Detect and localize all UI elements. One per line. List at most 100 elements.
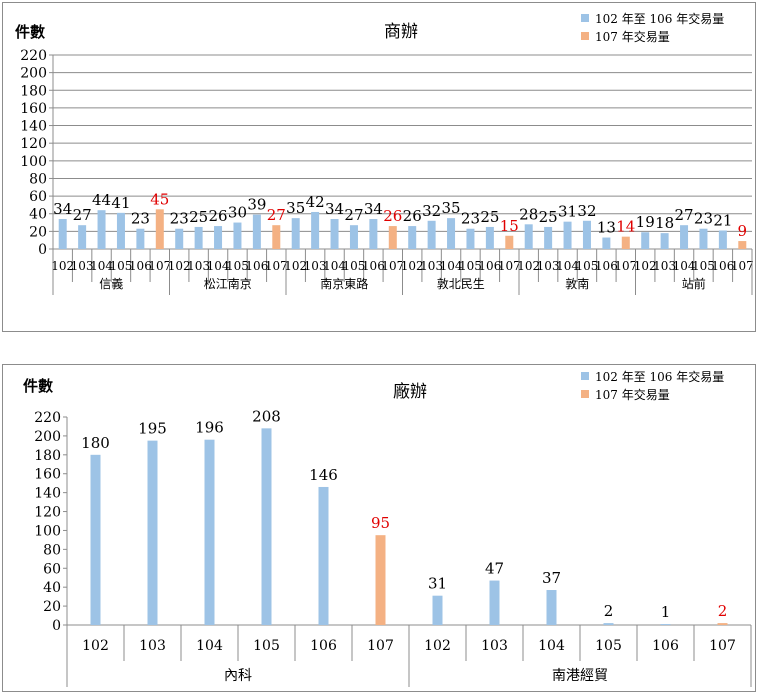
- x-tick-label: 102: [51, 259, 74, 273]
- data-label: 35: [441, 199, 460, 217]
- x-tick-label: 102: [168, 259, 191, 273]
- data-label: 195: [138, 420, 167, 438]
- legend-swatch: [581, 14, 589, 22]
- bar-敦北民生-107: [505, 235, 514, 249]
- x-tick-label: 104: [207, 259, 230, 273]
- bar-松江南京-104: [214, 226, 223, 249]
- y-tick-label: 140: [20, 119, 47, 135]
- legend-entry: 102 年至 106 年交易量: [595, 369, 724, 384]
- group-label: 南京東路: [320, 276, 368, 291]
- x-tick-label: 102: [424, 638, 451, 654]
- bar-內科-103: [147, 440, 158, 625]
- bar-南京東路-103: [311, 211, 320, 249]
- x-tick-label: 103: [420, 259, 443, 273]
- x-tick-label: 107: [709, 638, 736, 654]
- data-label: 146: [309, 466, 338, 484]
- y-tick-label: 0: [38, 242, 47, 258]
- data-label: 18: [655, 214, 674, 232]
- x-tick-label: 105: [343, 259, 366, 273]
- x-tick-label: 106: [310, 638, 337, 654]
- data-label: 95: [371, 514, 390, 532]
- x-tick-label: 102: [401, 259, 424, 273]
- x-tick-label: 106: [245, 259, 268, 273]
- legend-swatch: [581, 390, 589, 398]
- data-label: 42: [306, 193, 325, 211]
- group-label: 松江南京: [204, 276, 252, 291]
- y-tick-label: 0: [52, 618, 61, 634]
- y-tick-label: 200: [20, 66, 47, 82]
- bar-內科-106: [318, 486, 329, 625]
- data-label: 27: [674, 206, 693, 224]
- legend-entry: 107 年交易量: [595, 387, 670, 402]
- bar-站前-107: [738, 241, 747, 249]
- chart-title: 商辦: [384, 22, 418, 42]
- data-label: 47: [485, 560, 504, 578]
- bar-信義-106: [136, 228, 145, 249]
- bar-信義-104: [97, 210, 106, 249]
- data-label: 2: [604, 602, 614, 620]
- data-label: 23: [461, 210, 480, 228]
- bar-松江南京-106: [252, 214, 261, 249]
- y-tick-label: 40: [29, 207, 47, 223]
- y-tick-label: 160: [20, 101, 47, 117]
- y-tick-label: 80: [43, 542, 61, 558]
- group-label: 敦北民生: [437, 276, 485, 291]
- y-tick-label: 200: [34, 429, 61, 445]
- y-tick-label: 40: [43, 580, 61, 596]
- bar-敦南-106: [602, 237, 611, 249]
- data-label: 15: [500, 217, 519, 235]
- x-tick-label: 107: [498, 259, 521, 273]
- bar-站前-103: [660, 233, 669, 249]
- y-tick-label: 220: [34, 410, 61, 426]
- x-tick-label: 104: [440, 259, 463, 273]
- data-label: 27: [344, 206, 363, 224]
- data-label: 26: [383, 207, 402, 225]
- x-tick-label: 106: [652, 638, 679, 654]
- y-tick-label: 80: [29, 171, 47, 187]
- x-tick-label: 103: [653, 259, 676, 273]
- bar-敦北民生-104: [447, 218, 456, 249]
- x-tick-label: 105: [226, 259, 249, 273]
- data-label: 32: [422, 202, 441, 220]
- x-tick-label: 103: [537, 259, 560, 273]
- group-label: 信義: [99, 276, 123, 291]
- chart-title: 廠辦: [393, 381, 427, 402]
- x-tick-label: 107: [614, 259, 637, 273]
- bar-敦北民生-102: [408, 226, 417, 249]
- bar-松江南京-105: [233, 222, 242, 249]
- bar-南京東路-105: [349, 225, 358, 249]
- x-tick-label: 103: [304, 259, 327, 273]
- bar-敦北民生-106: [485, 226, 494, 249]
- data-label: 23: [694, 210, 713, 228]
- x-tick-label: 106: [478, 259, 501, 273]
- x-tick-label: 104: [196, 638, 223, 654]
- data-label: 31: [558, 203, 577, 221]
- x-tick-label: 105: [595, 638, 622, 654]
- bar-南港經貿-107: [717, 623, 728, 625]
- data-label: 28: [519, 205, 538, 223]
- bar-敦南-104: [563, 221, 572, 249]
- bar-信義-107: [155, 209, 164, 249]
- y-tick-label: 180: [34, 448, 61, 464]
- x-tick-label: 104: [323, 259, 346, 273]
- bar-內科-107: [375, 535, 386, 625]
- data-label: 26: [403, 207, 422, 225]
- data-label: 31: [428, 575, 447, 593]
- y-axis-label: 件數: [23, 377, 53, 395]
- bar-站前-105: [699, 228, 708, 249]
- y-tick-label: 220: [20, 48, 47, 64]
- x-tick-label: 107: [148, 259, 171, 273]
- data-label: 13: [597, 219, 616, 237]
- x-tick-label: 105: [692, 259, 715, 273]
- x-tick-label: 107: [265, 259, 288, 273]
- x-tick-label: 102: [517, 259, 540, 273]
- x-tick-label: 102: [82, 638, 109, 654]
- bar-chart-factory-office: 0204060801001201401601802002201801021951…: [23, 369, 752, 687]
- x-tick-label: 106: [129, 259, 152, 273]
- data-label: 23: [170, 210, 189, 228]
- y-tick-label: 120: [34, 505, 61, 521]
- bar-松江南京-107: [272, 225, 281, 249]
- x-tick-label: 105: [110, 259, 133, 273]
- data-label: 37: [542, 569, 561, 587]
